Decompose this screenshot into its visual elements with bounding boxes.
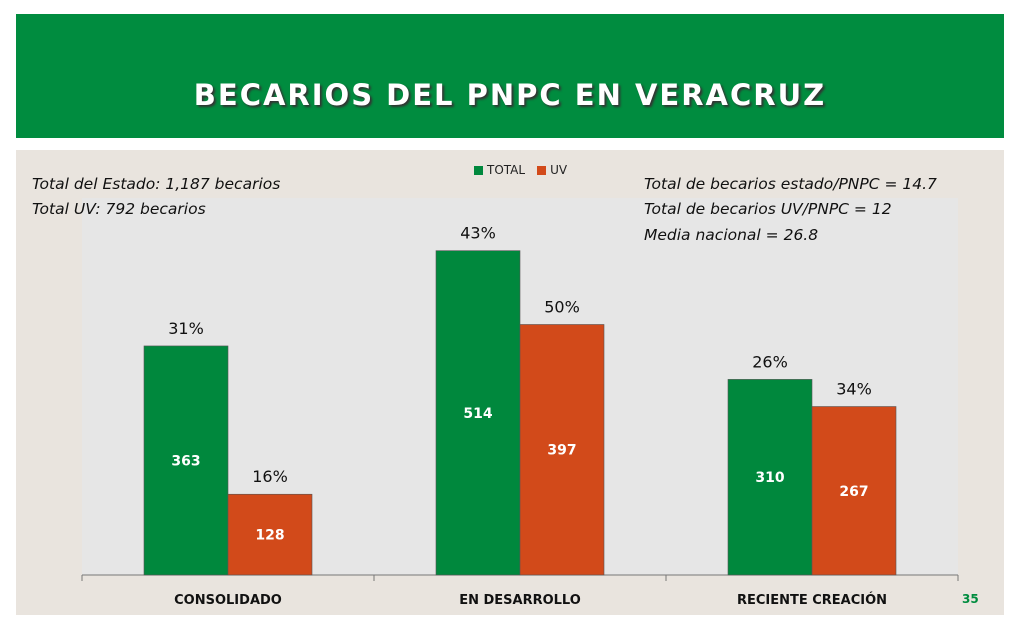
bar-total-1 xyxy=(435,250,521,576)
bar-value-label: 397 xyxy=(547,443,576,459)
legend-label-uv: UV xyxy=(550,163,568,177)
page-title: BECARIOS DEL PNPC EN VERACRUZ xyxy=(193,78,827,112)
bar-uv-2 xyxy=(811,406,897,576)
legend-label-total: TOTAL xyxy=(487,163,526,177)
slide-number: 35 xyxy=(962,592,979,606)
legend-swatch-uv xyxy=(537,165,547,175)
legend-item-uv: UV xyxy=(537,163,567,177)
bar-value-label: 267 xyxy=(839,484,868,500)
note-state-total: Total del Estado: 1,187 becarios xyxy=(32,175,281,193)
bar-percent-label: 16% xyxy=(252,467,288,486)
bar-total-0 xyxy=(143,345,229,576)
note-uv-ratio: Total de becarios UV/PNPC = 12 xyxy=(644,200,892,218)
x-tick-label: RECIENTE CREACIÓN xyxy=(737,592,887,608)
x-tick-label: CONSOLIDADO xyxy=(174,593,282,608)
legend-swatch-total xyxy=(474,165,483,175)
bar-value-label: 310 xyxy=(755,470,784,486)
bar-percent-label: 34% xyxy=(836,380,872,399)
bar-percent-label: 50% xyxy=(544,297,580,316)
note-uv-total: Total UV: 792 becarios xyxy=(32,200,206,218)
bar-uv-0 xyxy=(227,493,313,576)
title-banner: BECARIOS DEL PNPC EN VERACRUZ xyxy=(16,14,1004,138)
bar-percent-label: 43% xyxy=(460,224,496,243)
bar-total-2 xyxy=(727,379,813,576)
note-state-ratio: Total de becarios estado/PNPC = 14.7 xyxy=(644,175,937,193)
x-tick-label: EN DESARROLLO xyxy=(459,593,581,608)
bar-value-label: 363 xyxy=(171,453,200,469)
bar-uv-1 xyxy=(519,324,605,576)
chart-legend: TOTAL UV xyxy=(474,163,579,177)
legend-item-total: TOTAL xyxy=(474,163,525,177)
bar-percent-label: 31% xyxy=(168,319,204,338)
bar-percent-label: 26% xyxy=(752,352,788,371)
bar-value-label: 128 xyxy=(255,528,284,544)
note-national-mean: Media nacional = 26.8 xyxy=(644,226,819,244)
bar-value-label: 514 xyxy=(463,406,492,422)
